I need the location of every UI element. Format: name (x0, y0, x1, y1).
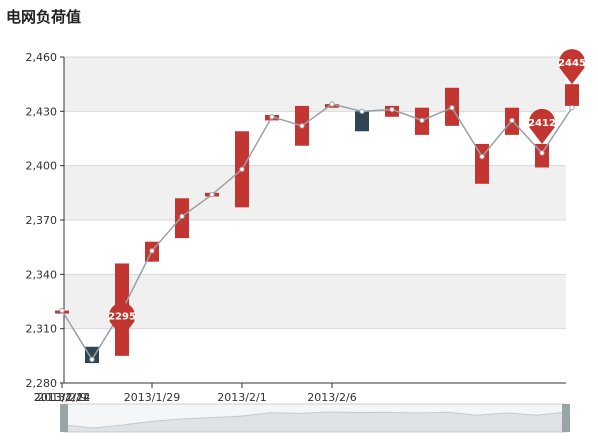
line-point (149, 248, 155, 254)
line-point (479, 153, 485, 160)
x-tick-label: 2013/2/6 (307, 391, 356, 404)
zoom-handle-right[interactable] (562, 404, 570, 432)
line-point (569, 105, 575, 111)
marker-pin (109, 302, 135, 329)
grid-band (64, 165, 566, 220)
grid-band (64, 220, 566, 275)
y-tick-label: 2,310 (26, 323, 58, 336)
zoom-handle-left[interactable] (60, 404, 68, 432)
x-tick-label: 2013/2/12 (34, 391, 90, 404)
x-axis: 2013/1/24 2013/1/29 2013/2/1 2013/2/6 2013/2… (34, 382, 566, 404)
y-tick-label: 2,430 (26, 105, 58, 118)
y-tick-label: 2,340 (26, 268, 58, 281)
grid-band (64, 328, 566, 383)
grid-band (64, 274, 566, 329)
line-point (179, 213, 185, 220)
x-tick-label: 2013/1/29 (124, 391, 180, 404)
line-point (539, 150, 545, 156)
marker-label: 2412 (528, 118, 556, 129)
line-point (359, 108, 365, 115)
line-point (419, 117, 425, 124)
marker-points: 2295 2412 2445 (108, 49, 586, 338)
candle-body (475, 143, 489, 184)
marker-pin (529, 108, 555, 135)
marker-label: 2445 (558, 58, 586, 69)
candle-body (565, 84, 579, 106)
line-path (61, 103, 573, 361)
x-tick-label: 2013/1/24 (34, 391, 90, 404)
chart-title: 电网负荷值 (6, 8, 82, 26)
line-point (329, 101, 335, 107)
line-point (389, 106, 395, 113)
line-point (449, 105, 455, 111)
line-point (209, 191, 215, 198)
marker-pin (559, 49, 585, 76)
y-tick-label: 2,460 (26, 51, 58, 64)
line-point (89, 356, 95, 363)
data-zoom-slider[interactable] (60, 403, 570, 433)
line-point (59, 307, 65, 314)
y-tick-label: 2,400 (26, 160, 58, 173)
candle-body (85, 346, 99, 364)
grid-band (64, 111, 566, 166)
line-point (299, 123, 305, 129)
line-point (239, 166, 245, 172)
marker-label: 2295 (108, 312, 136, 323)
y-axis: 2,280 2,310 2,340 2,370 2,400 2,430 2,460 (26, 51, 65, 390)
y-tick-label: 2,370 (26, 214, 58, 227)
y-tick-label: 2,280 (26, 377, 58, 390)
candle-body (355, 111, 369, 132)
grid-band (64, 57, 566, 112)
line-point (269, 114, 275, 120)
grid-bands (64, 56, 566, 384)
x-tick-label: 2013/2/1 (217, 391, 266, 404)
line-point (509, 117, 515, 124)
zoom-preview-area (63, 411, 567, 433)
x-tick-label: 2013/2/9 (37, 391, 86, 404)
